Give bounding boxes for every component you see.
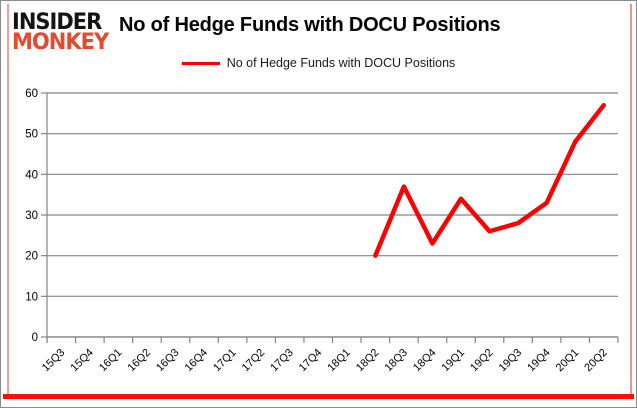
x-tick-label: 17Q1 <box>211 347 239 375</box>
y-tick-label: 0 <box>32 332 38 344</box>
legend-label: No of Hedge Funds with DOCU Positions <box>226 56 456 70</box>
y-tick-label: 60 <box>25 88 38 100</box>
x-tick-label: 16Q3 <box>154 347 182 375</box>
x-tick-label: 18Q4 <box>411 347 439 375</box>
x-tick-label: 16Q2 <box>126 347 154 375</box>
frame-right-border <box>630 4 632 397</box>
x-tick-label: 19Q4 <box>525 347 553 375</box>
x-tick-label: 16Q1 <box>97 347 125 375</box>
x-tick-label: 19Q1 <box>440 347 468 375</box>
y-tick-label: 30 <box>25 210 38 222</box>
x-tick-label: 17Q4 <box>297 347 325 375</box>
x-tick-label: 20Q1 <box>554 347 582 375</box>
y-tick-label: 10 <box>25 291 38 303</box>
y-tick-label: 40 <box>25 169 38 181</box>
x-tick-label: 18Q3 <box>382 347 410 375</box>
logo-line-insider: INSIDER <box>12 8 102 35</box>
y-tick-label: 20 <box>25 251 38 263</box>
x-tick-label: 15Q3 <box>40 347 68 375</box>
x-tick-label: 15Q4 <box>68 347 96 375</box>
x-tick-label: 19Q3 <box>497 347 525 375</box>
chart-title: No of Hedge Funds with DOCU Positions <box>119 14 501 36</box>
x-tick-label: 18Q2 <box>354 347 382 375</box>
x-tick-label: 17Q2 <box>240 347 268 375</box>
x-tick-label: 20Q2 <box>582 347 610 375</box>
frame-left-border <box>7 4 9 397</box>
series-line <box>373 102 606 258</box>
y-tick-label: 50 <box>25 129 38 141</box>
legend: No of Hedge Funds with DOCU Positions <box>1 56 636 70</box>
x-tick-label: 16Q4 <box>183 347 211 375</box>
logo-line-monkey: MONKEY <box>12 28 109 54</box>
insider-monkey-logo: INSIDER MONKEY <box>12 8 109 54</box>
legend-line-swatch <box>181 61 220 65</box>
x-tick-label: 18Q1 <box>325 347 353 375</box>
x-tick-label: 19Q2 <box>468 347 496 375</box>
x-tick-label: 17Q3 <box>268 347 296 375</box>
frame-bottom-red-bar <box>3 394 634 399</box>
